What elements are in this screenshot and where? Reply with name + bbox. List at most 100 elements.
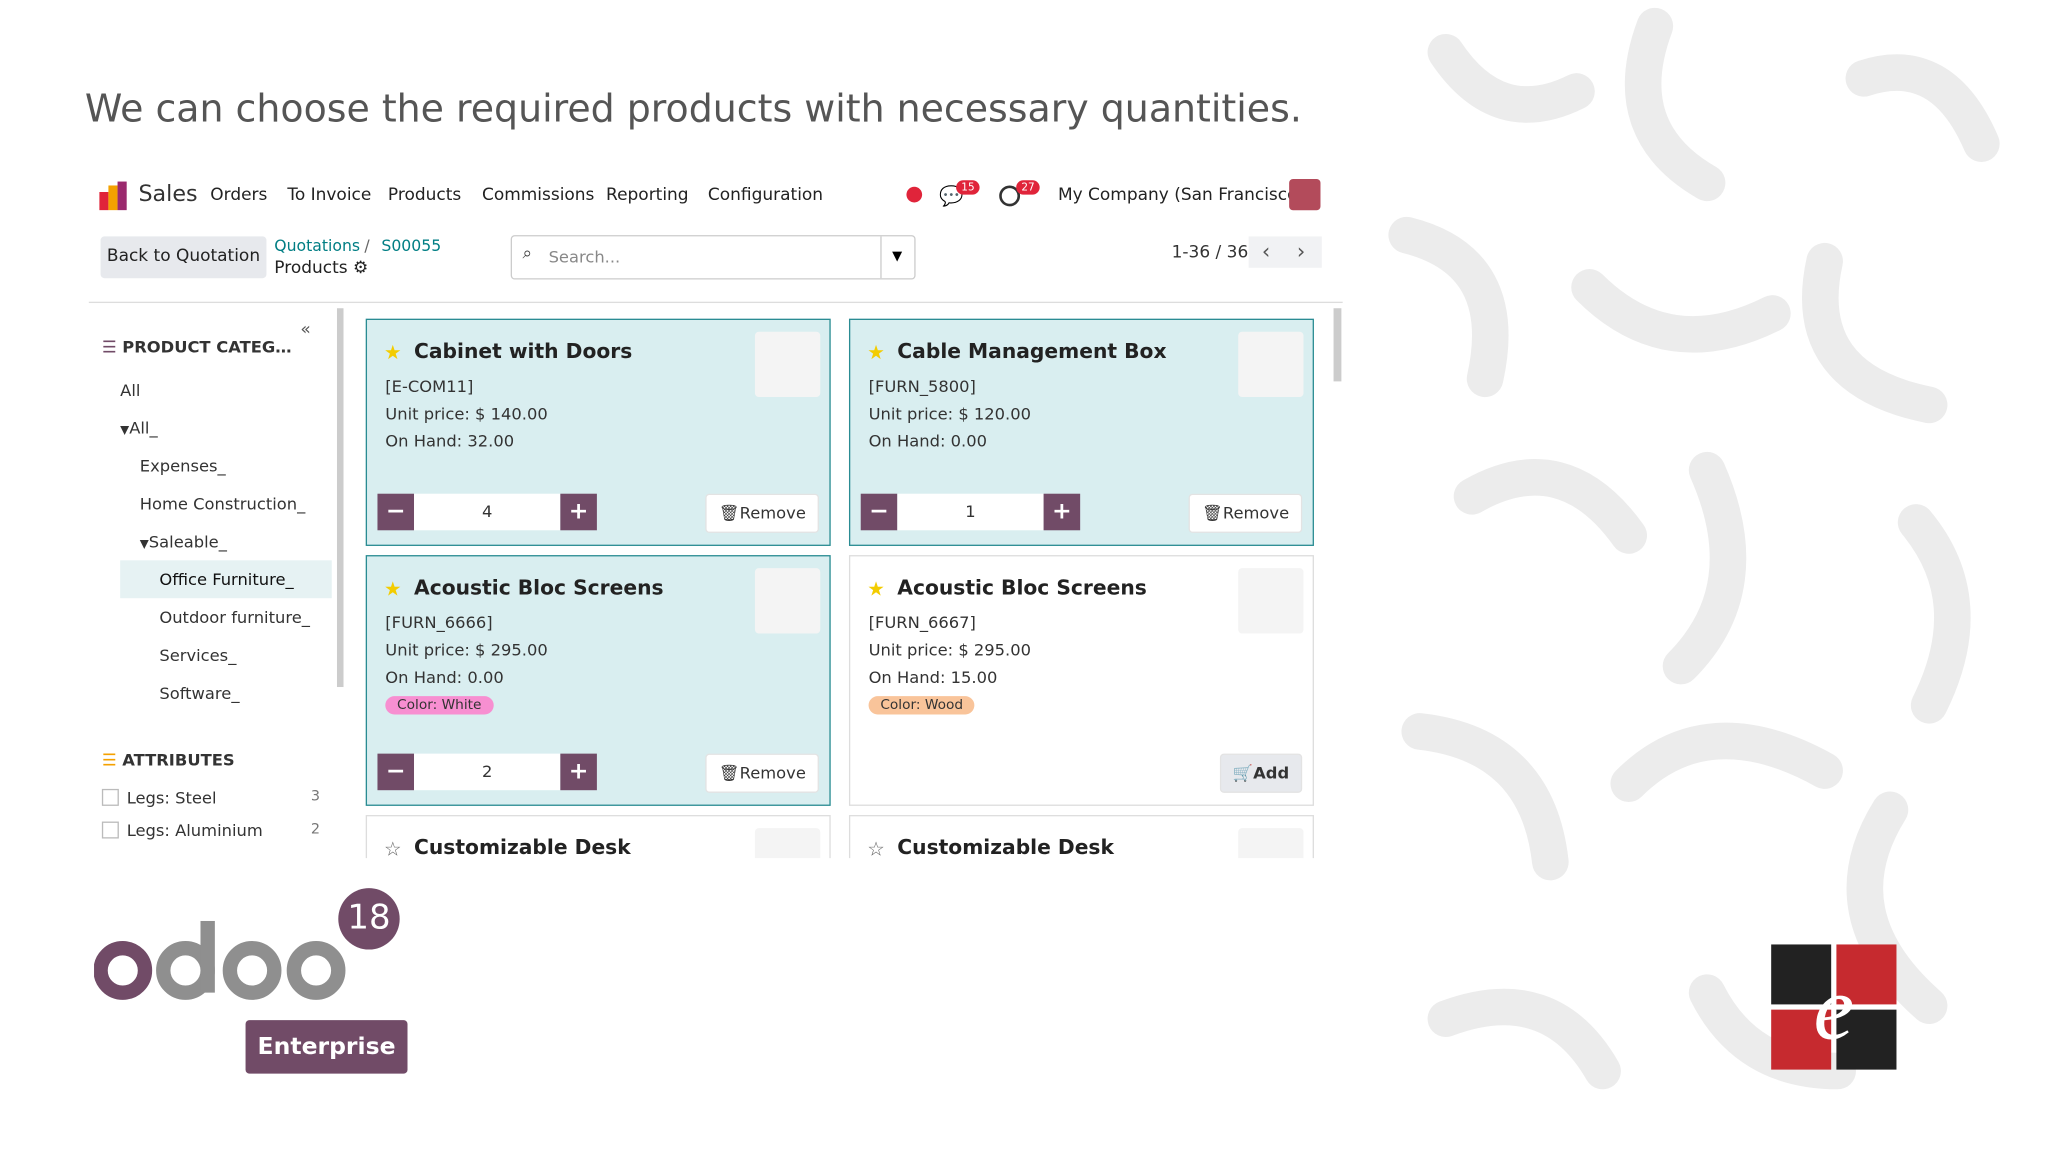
increase-button[interactable]: + xyxy=(1043,493,1081,531)
button-label: Remove xyxy=(739,502,806,523)
category-item[interactable]: Expenses_ xyxy=(120,447,332,485)
menu-item[interactable]: To Invoice xyxy=(287,185,372,206)
product-name: Acoustic Bloc Screens xyxy=(897,575,1147,600)
button-icon: 🛒 xyxy=(1232,762,1254,783)
search-box[interactable]: ⌕ Search... ▼ xyxy=(510,235,916,280)
product-card[interactable]: ★ Cable Management Box [FURN_5800] Unit pri… xyxy=(848,318,1314,546)
quantity-input[interactable]: 2 xyxy=(414,753,561,791)
caption: We can choose the required products with… xyxy=(84,86,1302,131)
menu-item[interactable]: Configuration xyxy=(707,185,824,206)
product-card[interactable]: ☆ Customizable Desk xyxy=(848,815,1314,859)
star[interactable]: ★ xyxy=(383,340,402,365)
avatar[interactable] xyxy=(1289,178,1321,211)
product-ref: [E-COM11] xyxy=(385,376,474,396)
menu-item[interactable]: Commissions xyxy=(481,185,595,206)
collapse[interactable]: « xyxy=(300,319,311,340)
category-label[interactable]: All xyxy=(120,380,141,400)
product-card[interactable]: ★ Acoustic Bloc Screens [FURN_6666] Unit pr… xyxy=(365,555,831,806)
star[interactable]: ★ xyxy=(867,340,885,365)
menu-item[interactable]: Reporting xyxy=(606,185,689,206)
product-tag: Color: White xyxy=(385,696,494,715)
product-name: Cable Management Box xyxy=(897,339,1167,364)
button-label: Add xyxy=(1253,762,1290,783)
product-card[interactable]: ☆ Customizable Desk xyxy=(365,815,831,859)
activity-icon[interactable] xyxy=(999,185,1021,207)
button-icon: 🗑 xyxy=(718,502,740,523)
checkbox[interactable] xyxy=(101,788,119,806)
category-label[interactable]: Expenses_ xyxy=(139,455,226,476)
product-on-hand: On Hand: 0.00 xyxy=(868,431,987,451)
grid-scrollbar xyxy=(1333,308,1342,382)
category-item[interactable]: Outdoor furniture_ xyxy=(120,598,332,636)
decrease-button[interactable]: − xyxy=(377,493,415,531)
category-item[interactable]: Home Construction_ xyxy=(120,485,332,523)
category-label[interactable]: Home Construction_ xyxy=(139,493,306,514)
category-label[interactable]: Outdoor furniture_ xyxy=(159,607,310,627)
product-image xyxy=(1238,568,1304,634)
odoo-wordmark xyxy=(94,920,346,1000)
add-button[interactable]: 🛒Add xyxy=(1219,753,1303,793)
increase-button[interactable]: + xyxy=(560,753,597,791)
star[interactable]: ☆ xyxy=(383,837,402,859)
product-on-hand: On Hand: 0.00 xyxy=(385,667,504,688)
activity-badge: 27 xyxy=(1016,180,1040,195)
category-label[interactable]: Saleable_ xyxy=(148,531,227,552)
category-item[interactable]: ▼Saleable_ xyxy=(120,522,332,560)
button-icon: 🗑 xyxy=(718,762,740,783)
product-price: Unit price: $ 120.00 xyxy=(868,403,1032,424)
category-label[interactable]: Software_ xyxy=(159,683,240,703)
category-item[interactable]: Office Furniture_ xyxy=(120,560,332,599)
category-label[interactable]: Office Furniture_ xyxy=(159,569,294,590)
category-item[interactable]: ▼All_ xyxy=(120,409,332,447)
category-item[interactable]: Services_ xyxy=(120,636,332,674)
company-logo: e xyxy=(1771,944,1897,1070)
product-name: Customizable Desk xyxy=(414,835,631,859)
product-card[interactable]: ★ Acoustic Bloc Screens [FURN_6667] Unit pr… xyxy=(848,555,1314,806)
star[interactable]: ★ xyxy=(867,577,885,601)
product-image xyxy=(754,331,821,398)
category-item[interactable]: All xyxy=(120,371,332,409)
product-card[interactable]: ★ Cabinet with Doors [E-COM11] Unit price: … xyxy=(365,318,831,546)
product-image xyxy=(754,568,821,634)
caret: ▼ xyxy=(139,538,149,552)
star[interactable]: ★ xyxy=(383,577,402,601)
pager-buttons[interactable]: ‹ › xyxy=(1248,236,1322,268)
back-button[interactable]: Back to Quotation xyxy=(100,236,267,279)
breadcrumb-quotations[interactable]: Quotations xyxy=(274,236,361,255)
attributes-title-text: ATTRIBUTES xyxy=(122,749,235,770)
product-name: Acoustic Bloc Screens xyxy=(414,575,664,600)
star[interactable]: ☆ xyxy=(867,837,885,859)
category-label[interactable]: All_ xyxy=(129,417,158,438)
current-view: Products ⚙ xyxy=(274,258,369,279)
product-ref: [FURN_5800] xyxy=(868,376,976,396)
increase-button[interactable]: + xyxy=(560,493,597,531)
current-view-label: Products xyxy=(274,258,348,279)
product-tag: Color: Wood xyxy=(868,696,975,715)
app-name[interactable]: Sales xyxy=(138,181,198,208)
checkbox[interactable] xyxy=(101,821,119,839)
attribute-label[interactable]: Legs: Aluminium xyxy=(126,820,263,840)
remove-button[interactable]: 🗑Remove xyxy=(705,493,819,533)
category-tree: All ▼All_ Expenses_ Home Construction_ ▼Sale… xyxy=(120,371,332,712)
breadcrumb-order[interactable]: S00055 xyxy=(381,236,442,255)
product-price: Unit price: $ 295.00 xyxy=(385,639,548,660)
version-badge: 18 xyxy=(338,888,400,950)
remove-button[interactable]: 🗑Remove xyxy=(705,753,819,793)
menu-item[interactable]: Orders xyxy=(210,185,268,206)
remove-button[interactable]: 🗑Remove xyxy=(1189,493,1303,533)
decrease-button[interactable]: − xyxy=(860,493,898,531)
background-pattern xyxy=(1388,7,2000,1090)
quantity-input[interactable]: 4 xyxy=(414,493,561,531)
company[interactable]: My Company (San Francisco) xyxy=(1057,185,1305,206)
category-item[interactable]: Software_ xyxy=(120,674,332,712)
attribute-label[interactable]: Legs: Steel xyxy=(126,787,217,808)
menu-item[interactable]: Products xyxy=(387,185,462,206)
category-label[interactable]: Services_ xyxy=(159,645,237,665)
breadcrumb-sep: / xyxy=(364,236,370,255)
quantity-input[interactable]: 1 xyxy=(897,493,1044,531)
decrease-button[interactable]: − xyxy=(377,753,415,791)
attributes-title: ☰ ATTRIBUTES xyxy=(101,749,235,770)
product-image xyxy=(1238,331,1304,398)
